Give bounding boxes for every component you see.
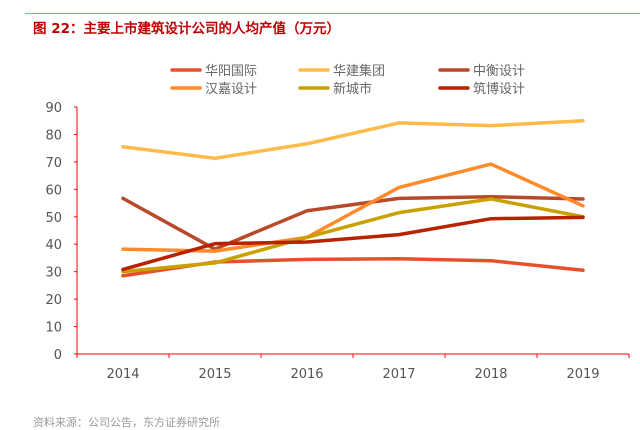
legend-label: 汉嘉设计	[205, 82, 257, 97]
x-tick-label: 2015	[198, 367, 231, 382]
legend-label: 新城市	[333, 81, 372, 97]
y-tick-label: 50	[45, 211, 62, 226]
series-line-华阳国际	[123, 259, 583, 276]
x-tick-label: 2014	[106, 367, 139, 382]
y-tick-label: 80	[45, 128, 62, 143]
series-line-华建集团	[123, 121, 583, 159]
x-tick-label: 2018	[474, 367, 507, 382]
x-tick-label: 2019	[566, 367, 599, 382]
y-tick-label: 90	[45, 101, 62, 116]
legend-label: 华阳国际	[205, 64, 257, 79]
y-tick-label: 60	[45, 183, 62, 198]
x-tick-label: 2017	[382, 367, 415, 382]
source-note: 资料来源：公司公告，东方证券研究所	[33, 414, 220, 430]
legend-label: 中衡设计	[473, 64, 525, 79]
y-tick-label: 0	[54, 348, 62, 363]
y-tick-label: 20	[45, 293, 62, 308]
y-tick-label: 40	[45, 238, 62, 253]
legend-label: 华建集团	[333, 63, 385, 79]
y-tick-label: 70	[45, 156, 62, 171]
y-tick-label: 10	[45, 321, 62, 336]
legend-label: 筑博设计	[473, 81, 525, 97]
x-tick-label: 2016	[290, 367, 323, 382]
y-tick-label: 30	[45, 266, 62, 281]
